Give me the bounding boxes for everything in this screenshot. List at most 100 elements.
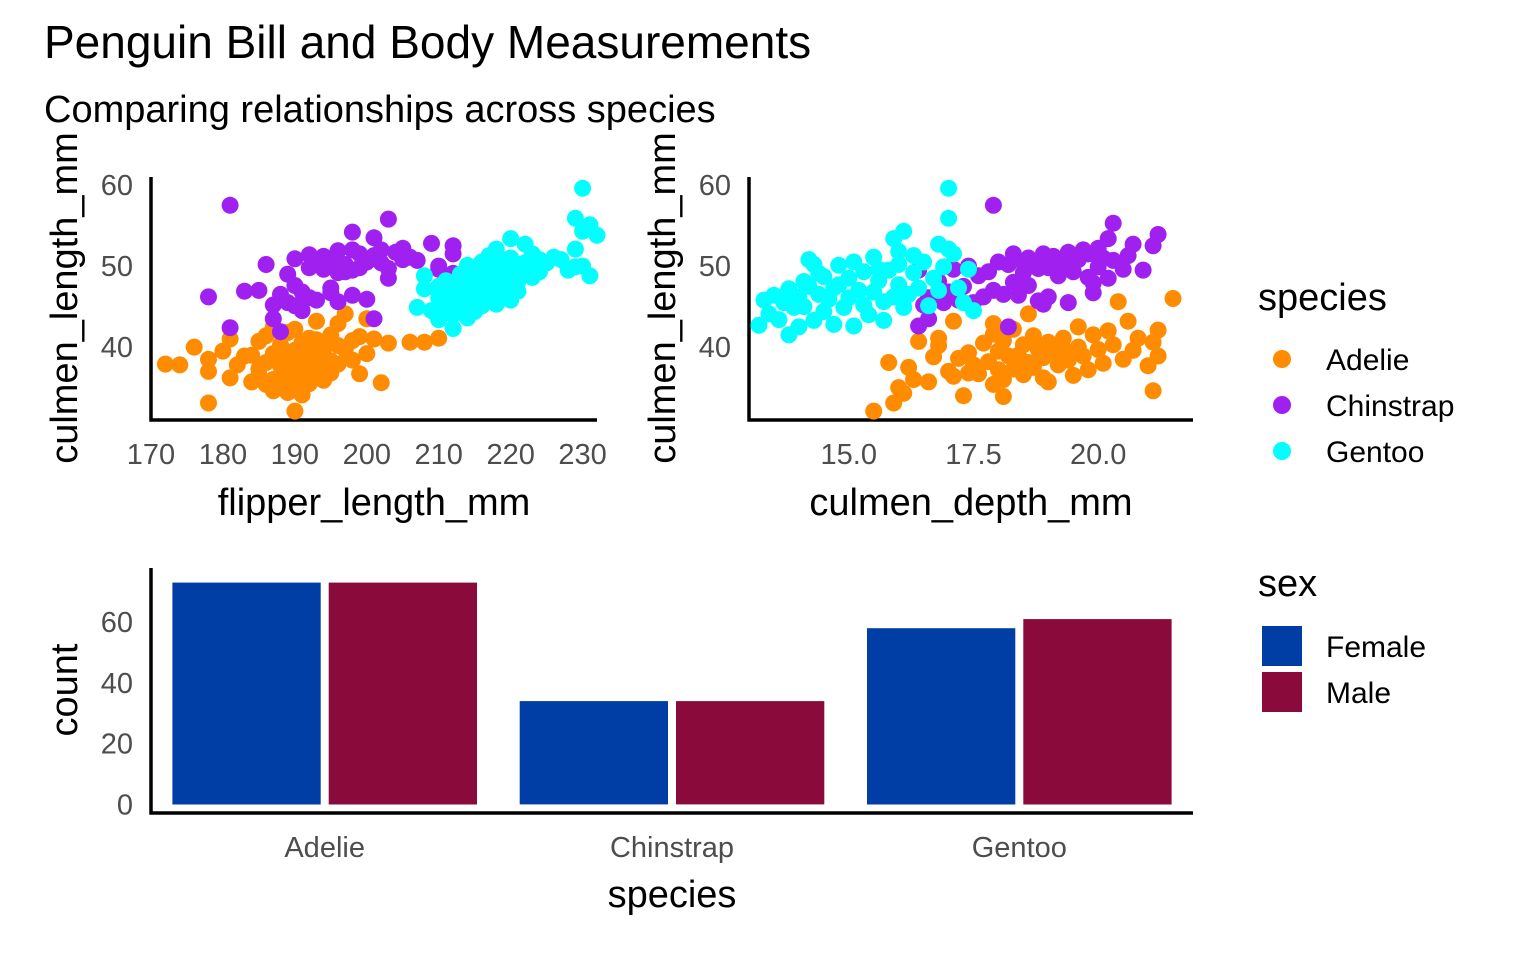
- data-point-gentoo: [588, 226, 606, 244]
- x-tick-label: 230: [558, 439, 606, 471]
- data-point-chinstrap: [1049, 267, 1067, 285]
- x-axis-title: species: [608, 874, 737, 916]
- data-point-adelie: [984, 315, 1002, 333]
- data-point-adelie: [1084, 326, 1102, 344]
- x-axis-title: flipper_length_mm: [218, 482, 531, 524]
- data-point-gentoo: [930, 281, 948, 299]
- data-point-gentoo: [830, 256, 848, 274]
- data-point-adelie: [905, 371, 923, 388]
- legend-key-chinstrap: [1273, 396, 1291, 414]
- series-male: [328, 582, 1172, 805]
- y-tick-label: 60: [101, 607, 133, 639]
- data-point-gentoo: [860, 306, 878, 324]
- data-point-gentoo: [890, 243, 908, 260]
- x-tick-label: 170: [127, 439, 175, 471]
- data-point-gentoo: [895, 298, 913, 316]
- data-point-chinstrap: [329, 257, 347, 275]
- data-point-chinstrap: [1019, 277, 1037, 294]
- y-tick-label: 0: [117, 789, 133, 821]
- data-point-chinstrap: [264, 310, 282, 328]
- data-point-chinstrap: [1104, 214, 1122, 232]
- bar-adelie-male: [328, 582, 477, 805]
- data-point-adelie: [910, 332, 928, 350]
- data-point-adelie: [365, 330, 383, 348]
- data-point-chinstrap: [365, 310, 383, 328]
- data-point-adelie: [1074, 347, 1092, 365]
- data-point-adelie: [1164, 290, 1182, 307]
- legend-label-gentoo: Gentoo: [1326, 436, 1424, 469]
- data-point-chinstrap: [329, 293, 347, 311]
- series-gentoo: [750, 179, 982, 344]
- series-chinstrap: [200, 196, 462, 341]
- data-point-adelie: [351, 365, 369, 383]
- data-point-chinstrap: [343, 223, 361, 241]
- series-adelie: [156, 305, 448, 420]
- data-point-gentoo: [566, 209, 584, 227]
- data-point-chinstrap: [920, 310, 938, 328]
- data-point-gentoo: [945, 245, 962, 263]
- data-point-gentoo: [408, 298, 426, 316]
- data-point-adelie: [1024, 327, 1042, 345]
- x-tick-label: 20.0: [1070, 439, 1126, 471]
- figure-subtitle: Comparing relationships across species: [44, 89, 716, 131]
- y-axis-title: culmen_length_mm: [44, 132, 86, 464]
- data-point-gentoo: [509, 282, 527, 300]
- legend-label-chinstrap: Chinstrap: [1326, 390, 1454, 423]
- data-point-adelie: [286, 402, 304, 420]
- scatter-flipper-vs-culmen: flipper_length_mm culmen_length_mm 40 50 60 1…: [44, 132, 607, 524]
- data-point-chinstrap: [286, 250, 304, 268]
- data-point-chinstrap: [984, 196, 1002, 214]
- data-point-gentoo: [825, 315, 843, 333]
- data-point-adelie: [243, 346, 261, 364]
- data-point-gentoo: [895, 222, 913, 240]
- species-legend-title: species: [1258, 277, 1387, 319]
- data-point-gentoo: [581, 267, 599, 285]
- data-point-chinstrap: [250, 281, 268, 299]
- x-tick-label: 180: [199, 439, 247, 471]
- series-female: [172, 582, 1016, 805]
- x-tick-label-adelie: Adelie: [284, 832, 365, 864]
- data-point-adelie: [430, 329, 448, 347]
- data-point-adelie: [1079, 361, 1097, 379]
- bar-gentoo-male: [1023, 619, 1172, 805]
- data-point-adelie: [994, 388, 1012, 405]
- data-point-chinstrap: [408, 251, 426, 269]
- data-point-adelie: [920, 373, 938, 391]
- data-point-adelie: [343, 351, 361, 369]
- legend-key-adelie: [1273, 350, 1291, 368]
- y-tick-label: 60: [101, 170, 133, 202]
- series-adelie: [865, 290, 1182, 420]
- data-point-gentoo: [940, 209, 958, 227]
- data-point-gentoo: [815, 268, 833, 286]
- x-tick-label: 210: [415, 439, 463, 471]
- data-point-chinstrap: [257, 256, 275, 273]
- data-point-gentoo: [790, 318, 808, 336]
- data-point-adelie: [401, 333, 419, 351]
- data-point-chinstrap: [272, 323, 289, 341]
- data-point-gentoo: [935, 258, 953, 276]
- data-point-chinstrap: [1034, 295, 1052, 313]
- data-point-chinstrap: [1114, 260, 1132, 278]
- data-point-chinstrap: [358, 290, 376, 308]
- data-point-chinstrap: [343, 286, 361, 304]
- data-point-adelie: [945, 312, 962, 330]
- data-point-adelie: [945, 367, 962, 385]
- data-point-gentoo: [566, 258, 584, 276]
- x-tick-label: 190: [271, 439, 319, 471]
- data-point-adelie: [1119, 312, 1137, 330]
- data-point-gentoo: [920, 297, 938, 315]
- data-point-adelie: [955, 387, 972, 405]
- data-point-gentoo: [444, 320, 462, 337]
- data-point-adelie: [200, 362, 217, 380]
- bar-gentoo-female: [867, 628, 1016, 805]
- data-point-adelie: [865, 402, 883, 420]
- y-tick-label: 40: [101, 668, 133, 700]
- data-point-adelie: [200, 350, 217, 368]
- bar-chinstrap-male: [676, 701, 825, 805]
- data-point-adelie: [415, 333, 433, 351]
- data-point-adelie: [1144, 382, 1162, 400]
- data-point-adelie: [200, 394, 217, 412]
- data-point-gentoo: [805, 256, 823, 273]
- data-point-chinstrap: [1099, 269, 1117, 287]
